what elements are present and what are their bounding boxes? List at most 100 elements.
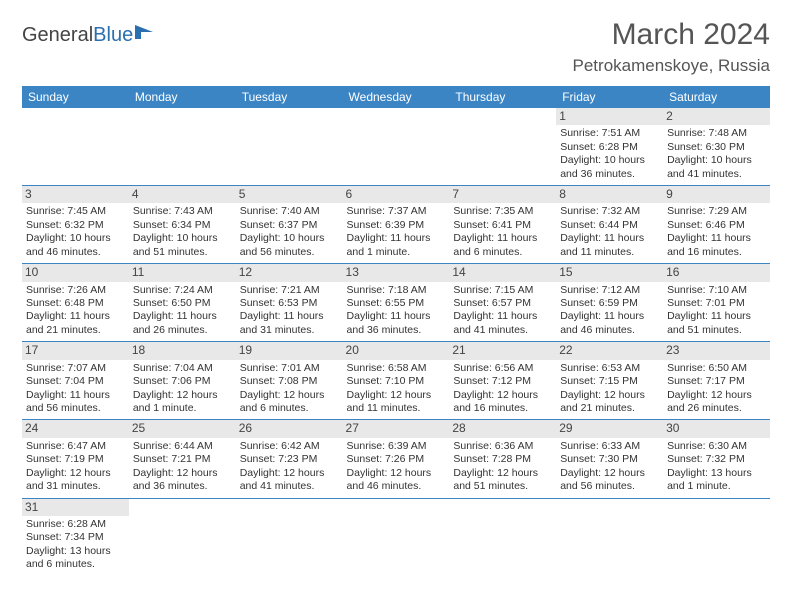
day-details: Sunrise: 6:47 AM Sunset: 7:19 PM Dayligh… [26, 440, 125, 494]
day-details: Sunrise: 6:56 AM Sunset: 7:12 PM Dayligh… [453, 362, 552, 416]
calendar-cell: 18Sunrise: 7:04 AM Sunset: 7:06 PM Dayli… [129, 342, 236, 420]
day-details: Sunrise: 6:50 AM Sunset: 7:17 PM Dayligh… [667, 362, 766, 416]
day-details: Sunrise: 6:39 AM Sunset: 7:26 PM Dayligh… [347, 440, 446, 494]
day-details: Sunrise: 7:40 AM Sunset: 6:37 PM Dayligh… [240, 205, 339, 259]
title-block: March 2024 Petrokamenskoye, Russia [573, 18, 770, 76]
calendar-cell: 24 Sunrise: 6:47 AM Sunset: 7:19 PM Dayli… [22, 420, 129, 498]
calendar-cell [22, 108, 129, 186]
day-number: 8 [556, 186, 663, 203]
calendar-head: SundayMondayTuesdayWednesdayThursdayFrid… [22, 86, 770, 108]
calendar-cell: 29Sunrise: 6:33 AM Sunset: 7:30 PM Dayli… [556, 420, 663, 498]
calendar-cell: 25 Sunrise: 6:44 AM Sunset: 7:21 PM Dayli… [129, 420, 236, 498]
day-details: Sunrise: 6:30 AM Sunset: 7:32 PM Dayligh… [667, 440, 766, 494]
calendar-cell: 31 Sunrise: 6:28 AM Sunset: 7:34 PM Dayli… [22, 498, 129, 576]
calendar-cell [343, 108, 450, 186]
day-number: 11 [129, 264, 236, 281]
day-number: 15 [556, 264, 663, 281]
weekday-header: Tuesday [236, 86, 343, 108]
day-details: Sunrise: 7:07 AM Sunset: 7:04 PM Dayligh… [26, 362, 125, 416]
day-details: Sunrise: 7:24 AM Sunset: 6:50 PM Dayligh… [133, 284, 232, 338]
day-details: Sunrise: 7:10 AM Sunset: 7:01 PM Dayligh… [667, 284, 766, 338]
day-details: Sunrise: 6:42 AM Sunset: 7:23 PM Dayligh… [240, 440, 339, 494]
day-number: 24 [22, 420, 129, 437]
calendar-cell: 6 Sunrise: 7:37 AM Sunset: 6:39 PM Daylig… [343, 186, 450, 264]
day-number: 26 [236, 420, 343, 437]
calendar-cell: 16 Sunrise: 7:10 AM Sunset: 7:01 PM Dayli… [663, 264, 770, 342]
calendar-cell: 12Sunrise: 7:21 AM Sunset: 6:53 PM Dayli… [236, 264, 343, 342]
day-number: 21 [449, 342, 556, 359]
day-number: 13 [343, 264, 450, 281]
calendar-cell: 21 Sunrise: 6:56 AM Sunset: 7:12 PM Dayli… [449, 342, 556, 420]
calendar-cell: 4 Sunrise: 7:43 AM Sunset: 6:34 PM Daylig… [129, 186, 236, 264]
calendar-table: SundayMondayTuesdayWednesdayThursdayFrid… [22, 86, 770, 576]
calendar-cell [556, 498, 663, 576]
day-number: 28 [449, 420, 556, 437]
calendar-cell: 1Sunrise: 7:51 AM Sunset: 6:28 PM Daylig… [556, 108, 663, 186]
day-details: Sunrise: 7:21 AM Sunset: 6:53 PM Dayligh… [240, 284, 339, 338]
logo: GeneralBlue [22, 18, 157, 47]
calendar-cell: 5 Sunrise: 7:40 AM Sunset: 6:37 PM Daylig… [236, 186, 343, 264]
weekday-header: Wednesday [343, 86, 450, 108]
day-number: 18 [129, 342, 236, 359]
day-number: 6 [343, 186, 450, 203]
day-number: 5 [236, 186, 343, 203]
calendar-cell: 15 Sunrise: 7:12 AM Sunset: 6:59 PM Dayli… [556, 264, 663, 342]
calendar-cell: 20Sunrise: 6:58 AM Sunset: 7:10 PM Dayli… [343, 342, 450, 420]
day-number: 16 [663, 264, 770, 281]
calendar-cell: 23Sunrise: 6:50 AM Sunset: 7:17 PM Dayli… [663, 342, 770, 420]
weekday-header: Thursday [449, 86, 556, 108]
day-details: Sunrise: 7:26 AM Sunset: 6:48 PM Dayligh… [26, 284, 125, 338]
calendar-cell [343, 498, 450, 576]
day-number: 9 [663, 186, 770, 203]
day-details: Sunrise: 7:37 AM Sunset: 6:39 PM Dayligh… [347, 205, 446, 259]
day-number: 14 [449, 264, 556, 281]
calendar-cell [449, 108, 556, 186]
day-details: Sunrise: 6:53 AM Sunset: 7:15 PM Dayligh… [560, 362, 659, 416]
weekday-header: Friday [556, 86, 663, 108]
calendar-cell [663, 498, 770, 576]
day-details: Sunrise: 6:36 AM Sunset: 7:28 PM Dayligh… [453, 440, 552, 494]
header: GeneralBlue March 2024 Petrokamenskoye, … [22, 18, 770, 76]
day-details: Sunrise: 7:32 AM Sunset: 6:44 PM Dayligh… [560, 205, 659, 259]
day-number: 27 [343, 420, 450, 437]
day-number: 2 [663, 108, 770, 125]
day-number: 25 [129, 420, 236, 437]
day-details: Sunrise: 7:35 AM Sunset: 6:41 PM Dayligh… [453, 205, 552, 259]
day-number: 4 [129, 186, 236, 203]
calendar-cell: 13Sunrise: 7:18 AM Sunset: 6:55 PM Dayli… [343, 264, 450, 342]
day-number: 3 [22, 186, 129, 203]
calendar-cell: 9 Sunrise: 7:29 AM Sunset: 6:46 PM Daylig… [663, 186, 770, 264]
calendar-cell: 17 Sunrise: 7:07 AM Sunset: 7:04 PM Dayli… [22, 342, 129, 420]
calendar-cell: 11 Sunrise: 7:24 AM Sunset: 6:50 PM Dayli… [129, 264, 236, 342]
calendar-cell: 14Sunrise: 7:15 AM Sunset: 6:57 PM Dayli… [449, 264, 556, 342]
logo-word2: Blue [93, 24, 133, 47]
day-details: Sunrise: 6:44 AM Sunset: 7:21 PM Dayligh… [133, 440, 232, 494]
day-details: Sunrise: 7:29 AM Sunset: 6:46 PM Dayligh… [667, 205, 766, 259]
day-details: Sunrise: 7:01 AM Sunset: 7:08 PM Dayligh… [240, 362, 339, 416]
day-number: 1 [556, 108, 663, 125]
calendar-cell: 10 Sunrise: 7:26 AM Sunset: 6:48 PM Dayli… [22, 264, 129, 342]
calendar-cell [449, 498, 556, 576]
weekday-header: Sunday [22, 86, 129, 108]
day-details: Sunrise: 7:48 AM Sunset: 6:30 PM Dayligh… [667, 127, 766, 181]
day-details: Sunrise: 7:12 AM Sunset: 6:59 PM Dayligh… [560, 284, 659, 338]
calendar-cell: 28 Sunrise: 6:36 AM Sunset: 7:28 PM Dayli… [449, 420, 556, 498]
day-number: 31 [22, 499, 129, 516]
day-details: Sunrise: 6:28 AM Sunset: 7:34 PM Dayligh… [26, 518, 125, 572]
weekday-header: Saturday [663, 86, 770, 108]
day-number: 17 [22, 342, 129, 359]
day-number: 22 [556, 342, 663, 359]
day-details: Sunrise: 7:43 AM Sunset: 6:34 PM Dayligh… [133, 205, 232, 259]
day-number: 7 [449, 186, 556, 203]
weekday-header: Monday [129, 86, 236, 108]
day-details: Sunrise: 7:45 AM Sunset: 6:32 PM Dayligh… [26, 205, 125, 259]
calendar-cell [129, 108, 236, 186]
flag-icon [135, 24, 157, 47]
day-number: 10 [22, 264, 129, 281]
calendar-cell [236, 498, 343, 576]
logo-word1: General [22, 24, 93, 47]
month-title: March 2024 [573, 18, 770, 52]
calendar-body: 1Sunrise: 7:51 AM Sunset: 6:28 PM Daylig… [22, 108, 770, 576]
day-details: Sunrise: 6:58 AM Sunset: 7:10 PM Dayligh… [347, 362, 446, 416]
calendar-cell: 26 Sunrise: 6:42 AM Sunset: 7:23 PM Dayli… [236, 420, 343, 498]
